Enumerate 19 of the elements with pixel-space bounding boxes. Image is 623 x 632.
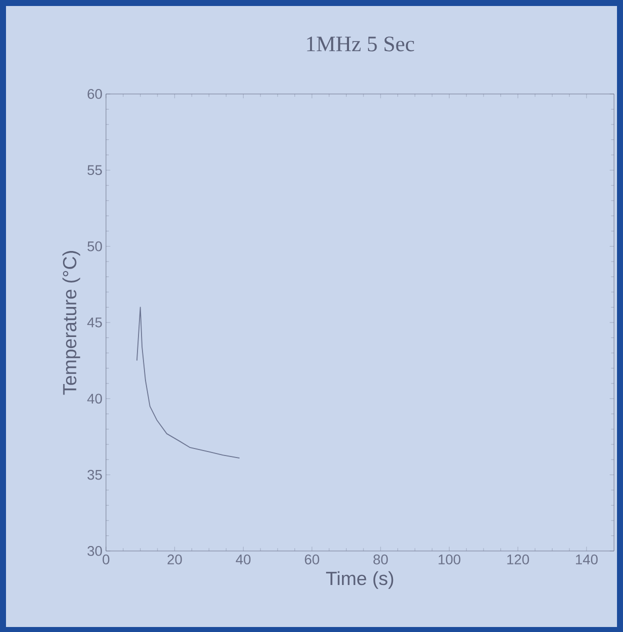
y-axis-title: Temperature (°C) xyxy=(62,251,80,395)
y-tick-label: 60 xyxy=(88,89,102,99)
x-axis-title: Time (s) xyxy=(326,571,394,589)
x-tick-label: 100 xyxy=(438,554,460,564)
x-tick-label: 20 xyxy=(168,554,182,564)
y-tick-label: 35 xyxy=(87,470,102,480)
y-tick-label: 55 xyxy=(88,165,102,176)
chart-title: 1MHz 5 Sec xyxy=(307,36,414,52)
y-tick-label: 30 xyxy=(87,546,102,556)
y-tick-label: 50 xyxy=(88,241,102,252)
x-tick-label: 140 xyxy=(576,554,598,564)
y-tick-label: 40 xyxy=(87,394,102,404)
x-tick-label: 0 xyxy=(102,554,110,564)
y-tick-label: 45 xyxy=(87,318,102,328)
x-tick-label: 120 xyxy=(507,554,529,564)
x-tick-label: 80 xyxy=(373,554,388,564)
x-tick-label: 40 xyxy=(236,554,251,564)
line-series xyxy=(136,306,240,459)
x-tick-label: 60 xyxy=(304,554,320,564)
